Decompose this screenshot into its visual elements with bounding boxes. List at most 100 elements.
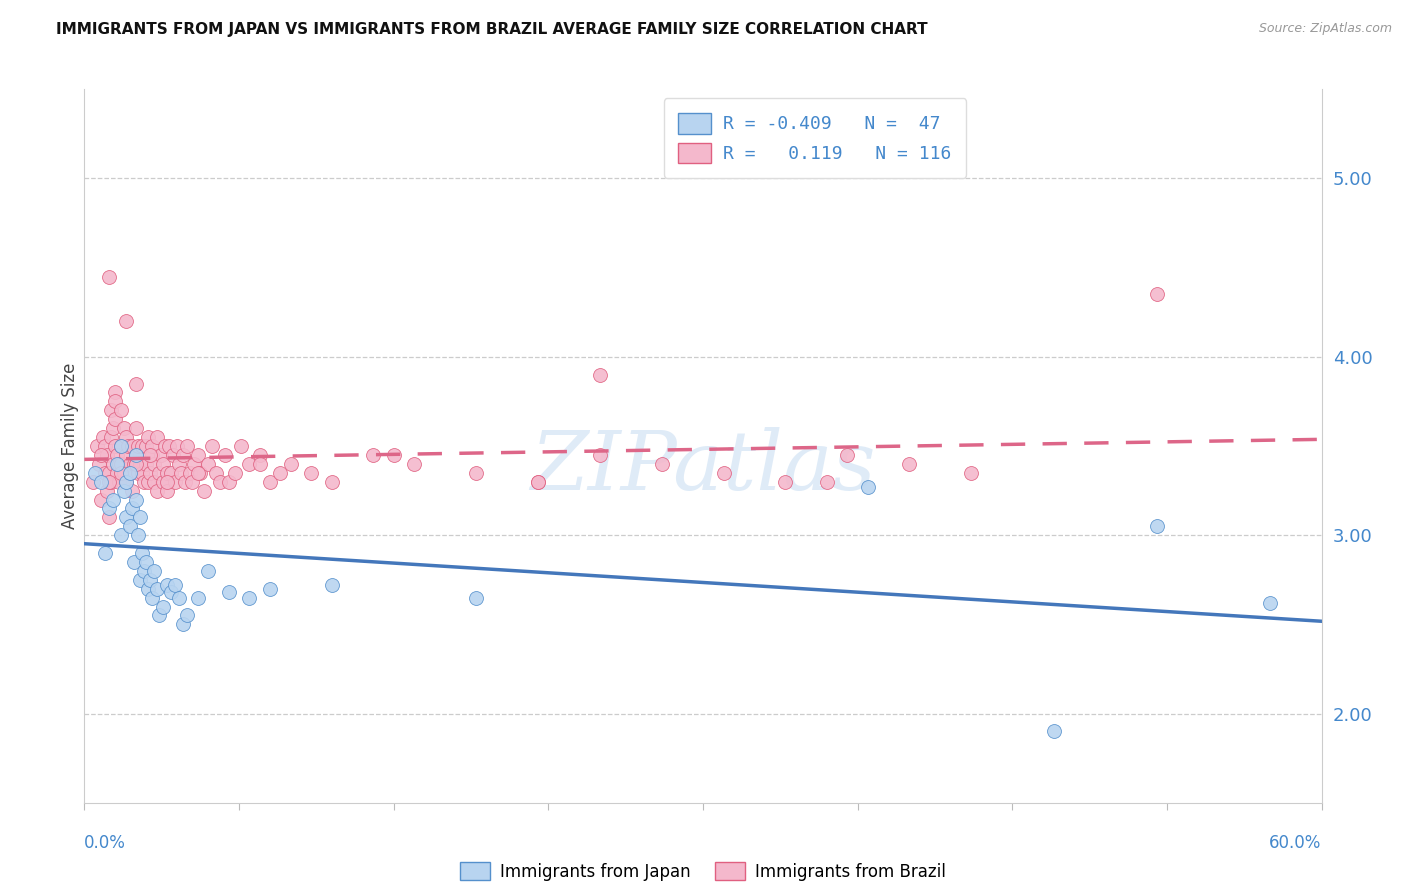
Point: [121, 483, 143, 498]
Text: Source: ZipAtlas.com: Source: ZipAtlas.com: [1258, 22, 1392, 36]
Point: [86, 439, 108, 453]
Point: [149, 448, 172, 462]
Point: [167, 591, 190, 605]
Point: [135, 439, 157, 453]
Point: [238, 591, 260, 605]
Point: [91, 430, 114, 444]
Point: [134, 475, 156, 489]
Point: [160, 466, 183, 480]
Point: [139, 466, 162, 480]
Point: [100, 430, 122, 444]
Point: [156, 466, 179, 480]
Legend: Immigrants from Japan, Immigrants from Brazil: Immigrants from Japan, Immigrants from B…: [453, 855, 953, 888]
Point: [136, 475, 159, 489]
Point: [176, 608, 198, 623]
Point: [114, 314, 136, 328]
Point: [103, 421, 125, 435]
Point: [465, 591, 488, 605]
Point: [114, 475, 136, 489]
Point: [135, 457, 157, 471]
Point: [114, 430, 136, 444]
Point: [94, 546, 117, 560]
Point: [165, 578, 187, 592]
Text: ZIPatlas: ZIPatlas: [530, 427, 876, 508]
Point: [94, 466, 117, 480]
Point: [148, 608, 170, 623]
Point: [134, 564, 156, 578]
Point: [1146, 519, 1168, 533]
Point: [167, 457, 190, 471]
Point: [125, 448, 148, 462]
Point: [118, 466, 141, 480]
Point: [125, 448, 148, 462]
Point: [112, 483, 135, 498]
Point: [183, 457, 205, 471]
Point: [112, 421, 135, 435]
Point: [156, 578, 179, 592]
Point: [129, 573, 152, 587]
Point: [960, 466, 983, 480]
Point: [187, 448, 209, 462]
Point: [114, 510, 136, 524]
Point: [201, 439, 224, 453]
Point: [129, 510, 152, 524]
Point: [114, 448, 136, 462]
Text: IMMIGRANTS FROM JAPAN VS IMMIGRANTS FROM BRAZIL AVERAGE FAMILY SIZE CORRELATION : IMMIGRANTS FROM JAPAN VS IMMIGRANTS FROM…: [56, 22, 928, 37]
Point: [104, 412, 127, 426]
Point: [197, 564, 219, 578]
Point: [103, 492, 125, 507]
Point: [1258, 596, 1281, 610]
Point: [898, 457, 921, 471]
Point: [172, 448, 194, 462]
Point: [110, 528, 132, 542]
Point: [103, 457, 125, 471]
Point: [188, 466, 211, 480]
Point: [90, 475, 112, 489]
Point: [114, 475, 136, 489]
Point: [157, 439, 180, 453]
Point: [98, 466, 121, 480]
Point: [141, 591, 163, 605]
Point: [156, 483, 179, 498]
Point: [136, 582, 159, 596]
Point: [174, 475, 197, 489]
Point: [145, 430, 167, 444]
Point: [118, 466, 141, 480]
Point: [135, 555, 157, 569]
Point: [122, 457, 145, 471]
Point: [162, 448, 184, 462]
Point: [299, 466, 322, 480]
Point: [815, 475, 838, 489]
Point: [145, 582, 167, 596]
Point: [125, 457, 148, 471]
Point: [180, 475, 202, 489]
Point: [193, 483, 215, 498]
Point: [139, 448, 162, 462]
Point: [218, 475, 240, 489]
Point: [280, 457, 302, 471]
Point: [110, 403, 132, 417]
Point: [166, 439, 188, 453]
Point: [94, 439, 117, 453]
Point: [1146, 287, 1168, 301]
Point: [125, 421, 148, 435]
Point: [321, 578, 343, 592]
Point: [259, 582, 281, 596]
Point: [170, 466, 193, 480]
Point: [229, 439, 252, 453]
Point: [856, 480, 879, 494]
Point: [98, 501, 121, 516]
Point: [249, 448, 271, 462]
Point: [141, 439, 163, 453]
Point: [118, 519, 141, 533]
Point: [117, 439, 139, 453]
Point: [1042, 724, 1064, 739]
Point: [104, 394, 127, 409]
Point: [321, 475, 343, 489]
Point: [775, 475, 797, 489]
Point: [224, 466, 246, 480]
Point: [125, 457, 148, 471]
Point: [139, 573, 162, 587]
Point: [104, 385, 127, 400]
Point: [129, 457, 152, 471]
